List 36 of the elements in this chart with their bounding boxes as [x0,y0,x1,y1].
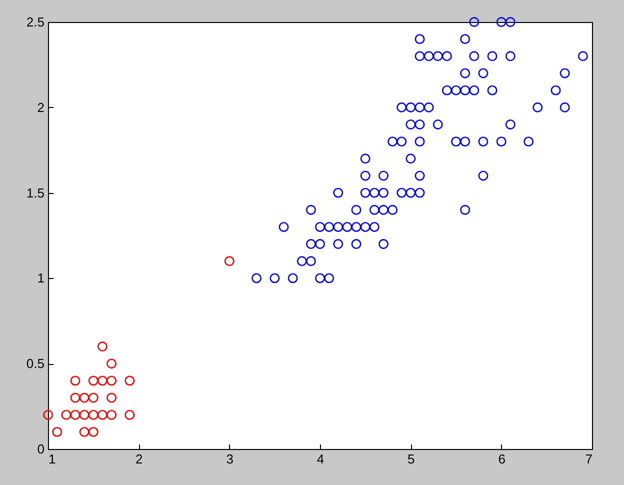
point [70,376,80,386]
point [124,410,135,420]
point [124,376,135,386]
point [88,426,98,437]
point [43,410,53,420]
x-tick-label: 3 [226,452,234,466]
point [106,376,116,386]
point [70,392,80,403]
point [106,358,116,369]
y-tick-label: 0.5 [26,356,44,372]
point [79,410,90,420]
y-tick-label: 0 [37,442,44,456]
point [88,392,98,403]
y-tick-label: 2.5 [26,14,44,30]
y-tick-label: 1 [37,270,44,286]
point [61,410,72,420]
point [70,410,80,420]
x-tick-label: 5 [408,452,415,466]
point [52,426,62,437]
x-tick-label: 2 [136,452,143,466]
point [88,410,98,420]
point [88,376,98,386]
point [79,392,90,403]
point [224,256,234,266]
point [106,410,116,420]
x-tick-label: 7 [585,452,592,466]
y-tick-label: 2 [37,100,44,115]
x-tick-label: 6 [498,452,506,466]
point [106,392,116,403]
point [97,342,108,352]
point [79,426,90,437]
point [97,410,108,420]
point [97,376,108,386]
x-tick-label: 1 [48,452,56,466]
y-tick-label: 1.5 [26,185,44,200]
x-tick-label: 4 [316,452,324,466]
